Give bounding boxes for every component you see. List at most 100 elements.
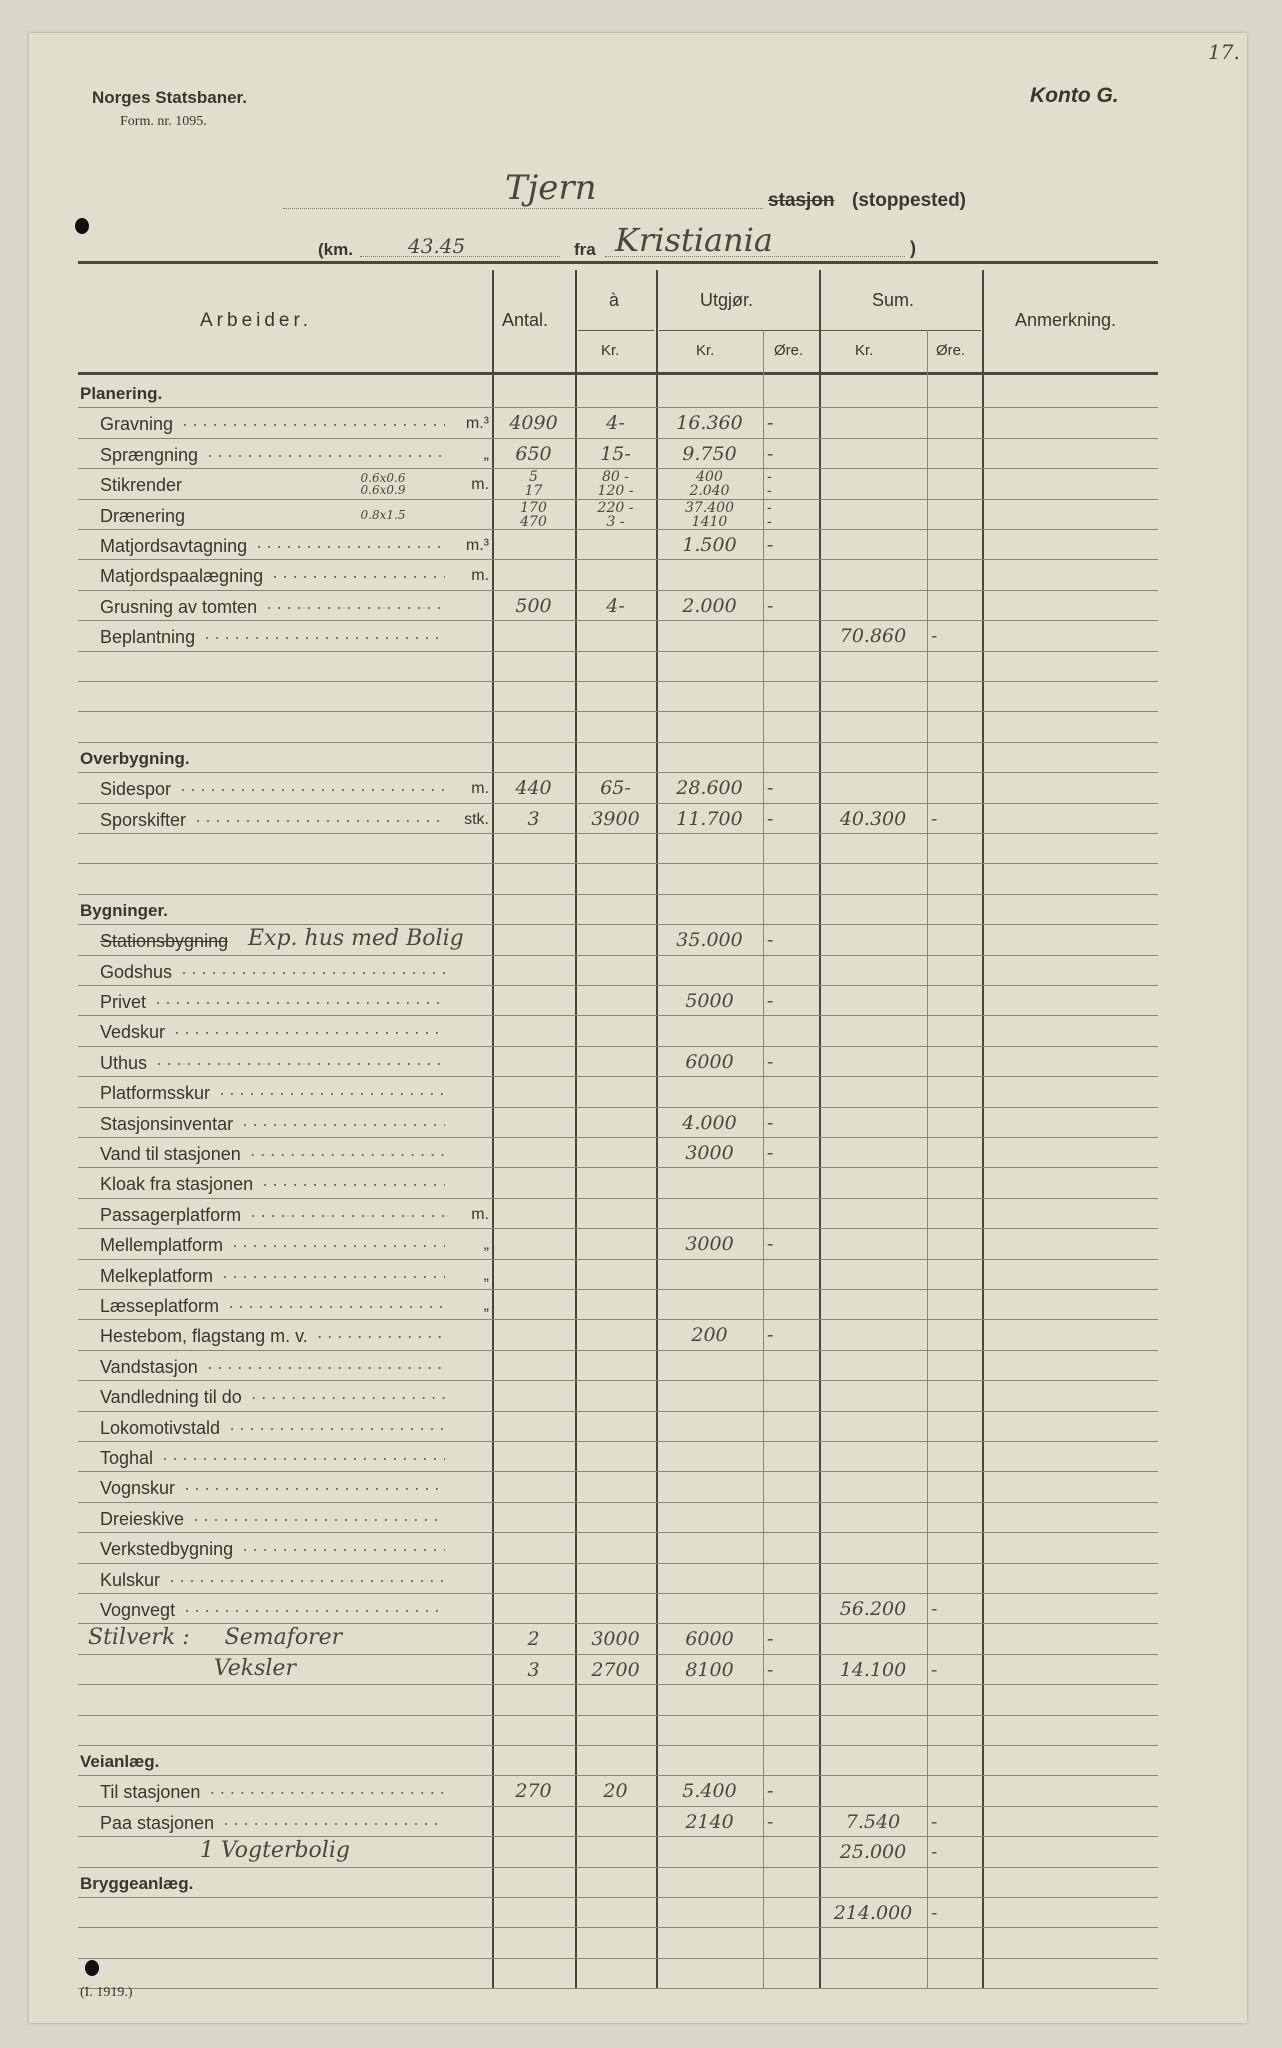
row-rule [78, 1045, 1158, 1047]
col-amount-ore: Øre. [774, 342, 804, 359]
table-row: Matjordsavtagning ······················… [78, 530, 1158, 561]
row-rule [78, 1592, 1158, 1594]
cell-ore: - [767, 1142, 774, 1164]
dot-leader: ········································ [195, 809, 445, 830]
row-rule [78, 1744, 1158, 1746]
cell-ore: - [767, 1324, 774, 1347]
subheader-rule [821, 330, 981, 331]
row-label: Drænering [100, 506, 445, 526]
label-text: Vedskur [100, 1022, 166, 1043]
row-label: Matjordspaalægning ·····················… [100, 566, 445, 586]
cell-ore: - [767, 1810, 774, 1833]
cell-ore: - [767, 807, 774, 830]
cell-kr: 6000 [685, 1628, 734, 1651]
cell-kr: 2140 [685, 1810, 734, 1833]
row-rule [78, 832, 1158, 834]
unit: „ [483, 1266, 489, 1284]
cell-count: 5 17 [524, 469, 543, 500]
row-label: Vognvegt ·······························… [100, 1600, 445, 1620]
table-row: Beplantning ····························… [78, 621, 1158, 652]
col-each: à [609, 290, 620, 310]
cell-kr: 400 2.040 [689, 469, 730, 500]
label-text: Vand til stasjonen [100, 1144, 241, 1164]
row-rule [78, 1440, 1158, 1442]
row-label: Kulskur ································… [100, 1570, 445, 1590]
table-row: Platformsskur ··························… [78, 1077, 1158, 1108]
cell-sum: 14.100 [839, 1658, 907, 1681]
dimension-note: 0.6x0.6 0.6x0.9 [360, 471, 406, 498]
cell-ore: - [767, 1050, 774, 1073]
col-remark: Anmerkning. [1015, 310, 1117, 330]
unit: m. [471, 1205, 489, 1223]
handwritten-label: Veksler [88, 1655, 296, 1681]
dot-leader: ········································ [228, 1296, 445, 1316]
table-row: Sidespor ·······························… [78, 773, 1158, 804]
row-label: Stasjonsinventar ·······················… [100, 1114, 445, 1134]
row-rule [78, 528, 1158, 530]
col-sum-ore: Øre. [936, 342, 966, 359]
cell-sum: 214.000 [833, 1902, 913, 1924]
form-page [29, 33, 1247, 2023]
dot-leader: ········································ [250, 1204, 445, 1225]
label-text: Sprængning [100, 444, 199, 465]
section-heading: Bryggeanlæg. [80, 1874, 425, 1894]
handwritten-label: 1 Vogterbolig [88, 1838, 350, 1864]
cell-count: 4090 [509, 412, 558, 435]
subheader-rule [659, 330, 819, 331]
row-rule [78, 1805, 1158, 1807]
row-rule [78, 1957, 1158, 1959]
col-sum: Sum. [872, 290, 915, 310]
cell-ore: - [767, 777, 774, 800]
cell-kr: 3000 [685, 1233, 734, 1256]
cell-kr: 5000 [685, 990, 734, 1012]
cell-each: 3900 [591, 807, 640, 830]
table-row: 1 Vogterbolig 25.000 - [78, 1837, 1158, 1868]
table-row [78, 1959, 1158, 1990]
row-rule [78, 1866, 1158, 1868]
table-row: Stationsbygning Exp. hus med Bolig 35.000 - [78, 925, 1158, 956]
label-text: Grusning av tomten [100, 596, 258, 617]
cell-sum-ore: - [931, 625, 938, 648]
unit: „ [483, 1236, 489, 1254]
label-text: Beplantning [100, 627, 196, 648]
dot-leader: ········································ [266, 596, 445, 617]
row-label: Matjordsavtagning ······················… [100, 536, 445, 556]
dot-leader: ········································ [223, 1812, 445, 1833]
row-label: Stationsbygning [100, 931, 240, 951]
label-text: Toghal [100, 1448, 154, 1468]
cell-each: 4- [606, 594, 625, 617]
cell-sum: 7.540 [845, 1810, 901, 1833]
cell-each: 15- [600, 442, 631, 465]
row-rule [78, 772, 1158, 774]
row-rule [78, 1258, 1158, 1260]
table-row: Hestebom, flagstang m. v. ··············… [78, 1320, 1158, 1351]
row-rule [78, 1319, 1158, 1321]
row-rule [78, 1653, 1158, 1655]
unit: „ [483, 1297, 489, 1314]
cell-count: 500 [515, 594, 552, 617]
row-rule [78, 680, 1158, 682]
unit: m. [471, 476, 489, 494]
section-heading: Planering. [80, 384, 425, 404]
table-row: Dreieskive ·····························… [78, 1503, 1158, 1534]
cell-sum: 56.200 [839, 1598, 907, 1620]
row-label: Vognskur ·······························… [100, 1478, 445, 1498]
cell-sum-ore: - [931, 1658, 938, 1681]
table-row: Gravning ·······························… [78, 408, 1158, 439]
row-label: Lokomotivstald ·························… [100, 1418, 445, 1438]
cell-each: 2700 [591, 1658, 640, 1681]
row-label: Stikrender [100, 475, 445, 495]
dot-leader: ········································ [219, 1083, 445, 1104]
row-rule [78, 1684, 1158, 1686]
label-text: Vognvegt [100, 1600, 176, 1620]
station-line [283, 208, 763, 209]
row-rule [78, 954, 1158, 956]
row-label: Gravning ·······························… [100, 414, 445, 434]
table-row: Mellemplatform ·························… [78, 1229, 1158, 1260]
label-text: Bryggeanlæg. [80, 1873, 194, 1893]
row-label: Grusning av tomten ·····················… [100, 597, 445, 617]
cell-kr: 16.360 [676, 412, 743, 435]
row-label: Passagerplatform ·······················… [100, 1205, 445, 1225]
row-label: Verkstedbygning ························… [100, 1539, 445, 1559]
label-text: Planering. [80, 384, 163, 403]
